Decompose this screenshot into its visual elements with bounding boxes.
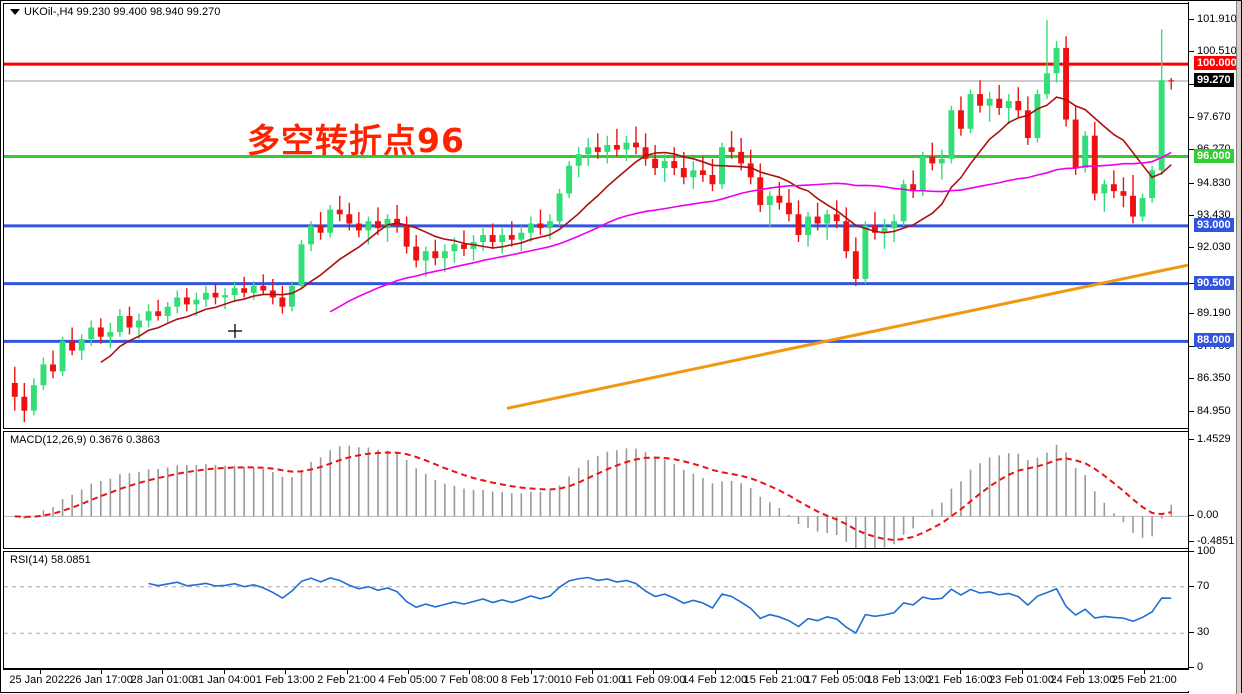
time-tick-mark [714,670,716,674]
rsi-tick-label: 30 [1197,626,1210,639]
vertical-scrollbar[interactable] [1236,1,1241,694]
price-scale-axis[interactable]: 101.910100.51099.11097.67096.27094.83093… [1188,2,1240,693]
axis-tick [1189,83,1194,85]
time-tick-label: 21 Feb 16:00 [927,674,993,686]
time-tick-label: 14 Feb 12:00 [682,674,748,686]
macd-panel[interactable]: MACD(12,26,9) 0.3676 0.3863 [3,431,1189,549]
time-tick-mark [653,670,655,674]
price-tick-label: 86.350 [1197,372,1231,385]
axis-tick [1189,149,1194,151]
axis-tick [1189,247,1194,249]
time-tick-mark [469,670,471,674]
time-tick-label: 31 Jan 04:00 [191,674,256,686]
chart-annotation-text: 多空转折点96 [247,121,465,160]
axis-tick [1189,540,1194,542]
time-tick-label: 25 Jan 2022 [9,674,70,686]
axis-tick [1189,667,1194,668]
price-tick-label: 101.910 [1197,12,1237,25]
time-tick-label: 10 Feb 01:00 [559,674,625,686]
axis-tick [1189,378,1194,380]
axis-tick [1189,282,1194,284]
price-tick-label: 84.950 [1197,404,1231,417]
time-tick-label: 7 Feb 08:00 [439,674,499,686]
time-tick-mark [39,670,41,674]
rsi-plot-area[interactable] [4,552,1188,668]
time-tick-label: 17 Feb 05:00 [805,674,870,686]
time-tick-mark [960,670,962,674]
symbol-header-text: UKOil-,H4 99.230 99.400 98.940 99.270 [24,6,221,18]
rsi-panel[interactable]: RSI(14) 58.0851 [3,551,1189,669]
axis-tick [1189,346,1194,348]
macd-tick-label: 0.00 [1197,509,1219,522]
time-tick-mark [837,670,839,674]
time-tick-label: 18 Feb 13:00 [866,674,932,686]
time-tick-label: 15 Feb 21:00 [743,674,809,686]
axis-tick [1189,182,1194,184]
time-tick-label: 1 Feb 13:00 [255,674,315,686]
price-level-tag[interactable]: 88.000 [1194,333,1234,348]
price-level-tag[interactable]: 90.500 [1194,275,1234,290]
chevron-down-icon[interactable] [10,9,20,16]
axis-tick [1189,585,1194,587]
time-tick-label: 23 Feb 01:00 [989,674,1054,686]
time-tick-label: 8 Feb 17:00 [501,674,560,686]
axis-tick [1189,116,1194,118]
time-tick-mark [1082,670,1084,674]
price-level-tag[interactable]: 100.000 [1194,56,1240,71]
rsi-tick-label: 0 [1197,661,1204,673]
time-tick-mark [776,670,778,674]
axis-tick [1189,515,1194,517]
symbol-header[interactable]: UKOil-,H4 99.230 99.400 98.940 99.270 [10,6,220,18]
axis-tick [1189,214,1194,216]
time-tick-label: 11 Feb 09:00 [621,674,686,686]
time-tick-mark [101,670,103,674]
rsi-tick-label: 100 [1197,545,1216,557]
axis-tick [1189,312,1194,314]
axis-tick [1189,632,1194,634]
time-tick-mark [592,670,593,674]
time-tick-mark [530,670,532,674]
time-tick-mark [285,670,287,674]
price-tick-label: 100.510 [1197,45,1237,58]
axis-tick [1189,18,1194,20]
time-tick-label: 2 Feb 21:00 [317,674,376,686]
macd-plot-area[interactable] [4,432,1188,548]
time-tick-mark [407,670,409,674]
axis-tick [1189,51,1194,53]
macd-tick-label: -0.4851 [1197,534,1235,547]
time-tick-label: 24 Feb 13:00 [1050,674,1116,686]
axis-tick [1189,410,1194,412]
price-level-tag[interactable]: 93.000 [1194,217,1234,232]
axis-tick [1189,551,1194,552]
time-tick-mark [346,670,348,674]
time-tick-label: 4 Feb 05:00 [378,674,438,686]
price-level-tag[interactable]: 99.270 [1194,72,1234,87]
rsi-tick-label: 70 [1197,579,1210,592]
time-tick-mark [1021,670,1023,674]
time-tick-mark [162,670,164,674]
time-tick-label: 28 Jan 01:00 [130,674,195,686]
price-tick-label: 92.030 [1197,241,1231,254]
rsi-header: RSI(14) 58.0851 [10,554,91,566]
macd-tick-label: 1.4529 [1197,432,1231,445]
time-tick-mark [223,670,225,674]
price-tick-label: 94.830 [1197,176,1231,189]
price-tick-label: 89.190 [1197,306,1231,319]
price-plot-area[interactable] [4,4,1188,428]
macd-header: MACD(12,26,9) 0.3676 0.3863 [10,434,160,446]
time-tick-label: 26 Jan 17:00 [69,674,133,686]
time-tick-label: 25 Feb 21:00 [1111,674,1177,686]
time-tick-mark [898,670,900,674]
price-tick-label: 97.670 [1197,110,1231,123]
price-level-tag[interactable]: 96.000 [1194,148,1234,163]
time-tick-mark [1144,670,1146,674]
time-scale-axis[interactable]: 25 Jan 2022 26 Jan 17:00 28 Jan 01:00 31 Ja… [3,669,1189,691]
price-chart-panel[interactable]: UKOil-,H4 99.230 99.400 98.940 99.270 多空… [3,3,1189,429]
axis-tick [1189,438,1194,440]
